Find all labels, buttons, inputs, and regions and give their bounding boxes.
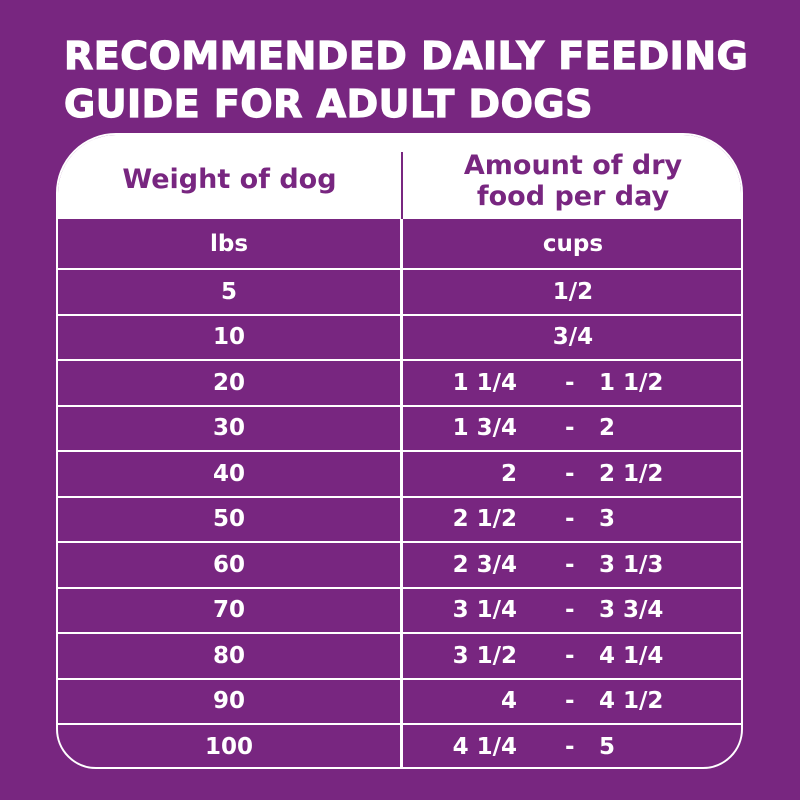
amount-range: 1 3/4 - 2 — [403, 407, 741, 451]
table-row: 90 4 - 4 1/2 — [58, 677, 741, 724]
unit-amount: cups — [542, 230, 604, 257]
column-divider — [400, 497, 403, 541]
range-separator: - — [565, 506, 575, 533]
header-amount-line-1: Amount of dry — [463, 150, 683, 181]
table-row: 10 3/4 — [58, 313, 741, 359]
amount-range: 3 1/2 - 4 1/4 — [403, 634, 741, 678]
weight-cell: 100 — [204, 733, 253, 760]
amount-low: 3 1/2 — [452, 642, 517, 669]
amount-low: 3 1/4 — [452, 597, 517, 624]
amount-range: 2 3/4 - 3 1/3 — [403, 543, 741, 587]
amount-range: 2 - 2 1/2 — [403, 452, 741, 496]
column-divider — [400, 725, 403, 767]
amount-low: 4 1/4 — [452, 733, 517, 760]
table-row: 40 2 - 2 1/2 — [58, 450, 741, 496]
column-divider — [400, 270, 403, 314]
table-row: 50 2 1/2 - 3 — [58, 495, 741, 542]
amount-high: 2 — [599, 415, 616, 442]
column-divider — [400, 452, 403, 496]
range-separator: - — [565, 460, 575, 487]
amount-low: 4 — [500, 688, 517, 715]
amount-cell: 1/2 — [552, 278, 594, 305]
weight-cell: 10 — [212, 324, 245, 351]
weight-cell: 40 — [212, 460, 245, 487]
amount-low: 1 3/4 — [452, 415, 517, 442]
column-divider — [400, 406, 403, 450]
table-row: 60 2 3/4 - 3 1/3 — [58, 541, 741, 587]
units-row: lbs cups — [58, 219, 741, 268]
title-line-2: GUIDE FOR ADULT DOGS — [63, 81, 593, 126]
column-divider — [400, 315, 403, 359]
amount-cell: 3/4 — [552, 324, 594, 351]
table-row: 20 1 1/4 - 1 1/2 — [58, 359, 741, 405]
header-amount-line-2: food per day — [476, 181, 670, 212]
amount-range: 3 1/4 - 3 3/4 — [403, 589, 741, 633]
column-divider — [400, 219, 403, 268]
amount-range: 1 1/4 - 1 1/2 — [403, 361, 741, 405]
amount-high: 3 — [599, 506, 616, 533]
column-divider — [400, 543, 403, 587]
amount-high: 3 3/4 — [599, 597, 664, 624]
table-row: 30 1 3/4 - 2 — [58, 404, 741, 451]
weight-cell: 50 — [212, 506, 245, 533]
unit-weight: lbs — [209, 230, 249, 257]
table-body: lbs cups 5 1/2 10 3/4 20 1 1/4 - 1 1/2 3… — [58, 219, 741, 767]
range-separator: - — [565, 415, 575, 442]
amount-low: 1 1/4 — [452, 369, 517, 396]
column-divider — [400, 588, 403, 632]
amount-range: 4 - 4 1/2 — [403, 680, 741, 724]
weight-cell: 90 — [212, 688, 245, 715]
weight-cell: 70 — [212, 597, 245, 624]
weight-cell: 5 — [220, 278, 237, 305]
header-divider — [401, 152, 403, 219]
feeding-table: Weight of dog Amount of dry food per day… — [56, 133, 743, 769]
header-amount: Amount of dry food per day — [403, 135, 741, 219]
range-separator: - — [565, 733, 575, 760]
range-separator: - — [565, 597, 575, 624]
table-header: Weight of dog Amount of dry food per day — [58, 135, 741, 219]
amount-high: 3 1/3 — [599, 551, 664, 578]
weight-cell: 30 — [212, 415, 245, 442]
table-row: 70 3 1/4 - 3 3/4 — [58, 586, 741, 633]
range-separator: - — [565, 369, 575, 396]
range-separator: - — [565, 551, 575, 578]
title-line-1: RECOMMENDED DAILY FEEDING — [63, 33, 749, 78]
page-title: RECOMMENDED DAILY FEEDING GUIDE FOR ADUL… — [63, 32, 749, 128]
amount-low: 2 — [500, 460, 517, 487]
column-divider — [400, 361, 403, 405]
amount-low: 2 3/4 — [452, 551, 517, 578]
header-weight: Weight of dog — [122, 163, 337, 195]
range-separator: - — [565, 642, 575, 669]
amount-high: 4 1/4 — [599, 642, 664, 669]
amount-high: 1 1/2 — [599, 369, 664, 396]
amount-low: 2 1/2 — [452, 506, 517, 533]
table-row: 80 3 1/2 - 4 1/4 — [58, 632, 741, 678]
weight-cell: 80 — [212, 642, 245, 669]
amount-range: 4 1/4 - 5 — [403, 725, 741, 767]
weight-cell: 20 — [212, 369, 245, 396]
amount-high: 2 1/2 — [599, 460, 664, 487]
amount-high: 5 — [599, 733, 616, 760]
amount-range: 2 1/2 - 3 — [403, 498, 741, 542]
range-separator: - — [565, 688, 575, 715]
column-divider — [400, 634, 403, 678]
table-row: 100 4 1/4 - 5 — [58, 723, 741, 767]
table-row: 5 1/2 — [58, 268, 741, 314]
weight-cell: 60 — [212, 551, 245, 578]
amount-high: 4 1/2 — [599, 688, 664, 715]
column-divider — [400, 679, 403, 723]
